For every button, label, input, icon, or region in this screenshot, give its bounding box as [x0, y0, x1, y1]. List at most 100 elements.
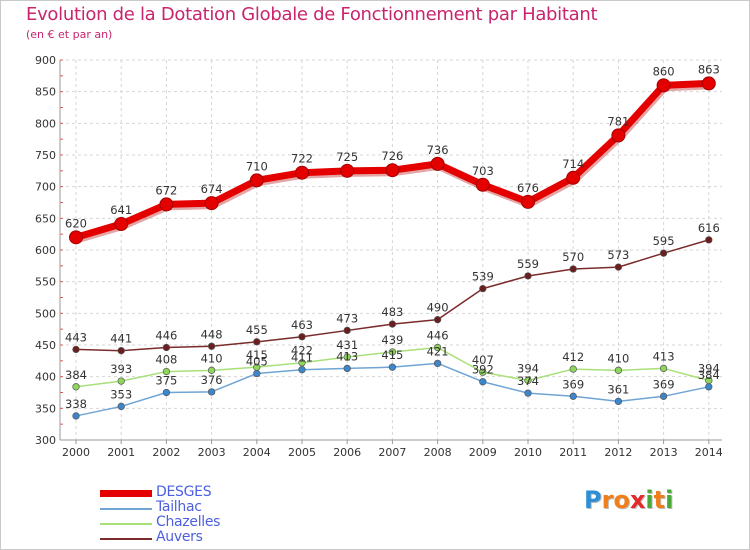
data-label-chazelles: 393 — [110, 362, 132, 376]
point-auvers — [479, 284, 487, 293]
data-label-desges: 714 — [562, 157, 584, 171]
legend-label: Auvers — [156, 529, 203, 545]
data-label-auvers: 616 — [698, 221, 720, 235]
y-tick-label: 700 — [35, 181, 56, 194]
data-label-tailhac: 375 — [155, 374, 177, 388]
point-desges — [114, 217, 129, 232]
logo-letter: o — [613, 486, 630, 514]
point-chazelles — [569, 365, 577, 373]
point-desges — [521, 194, 535, 209]
point-desges — [340, 163, 355, 178]
point-auvers — [569, 265, 577, 273]
data-label-desges: 860 — [653, 64, 675, 78]
data-label-auvers: 595 — [653, 234, 675, 248]
data-label-auvers: 483 — [381, 305, 403, 319]
y-tick-label: 300 — [35, 434, 56, 447]
y-tick-label: 900 — [35, 54, 56, 67]
data-label-chazelles: 446 — [427, 329, 449, 343]
point-auvers — [433, 316, 442, 324]
point-tailhac — [569, 392, 577, 400]
point-tailhac — [72, 412, 80, 420]
data-label-chazelles: 407 — [472, 353, 494, 367]
point-desges — [204, 196, 219, 211]
point-desges — [656, 78, 671, 93]
data-label-chazelles: 394 — [517, 361, 539, 375]
data-label-tailhac: 374 — [517, 374, 539, 388]
point-auvers — [659, 249, 668, 257]
point-auvers — [117, 347, 125, 355]
data-label-auvers: 443 — [65, 330, 87, 344]
data-label-auvers: 463 — [291, 318, 313, 332]
logo-letter: t — [653, 486, 666, 514]
point-auvers — [388, 320, 397, 328]
data-label-chazelles: 439 — [381, 333, 403, 347]
axes: 300 350 400 450 500 550 600 650 700 750 800 850 900 2… — [35, 54, 723, 459]
data-label-desges: 736 — [427, 143, 449, 157]
data-label-tailhac: 376 — [201, 373, 223, 387]
data-label-tailhac: 384 — [698, 368, 720, 382]
point-auvers — [343, 326, 351, 335]
legend-label: DESGES — [156, 484, 212, 500]
series-layer — [69, 76, 716, 420]
point-desges — [385, 163, 400, 178]
data-label-auvers: 473 — [336, 311, 358, 325]
point-tailhac — [298, 366, 306, 374]
point-tailhac — [343, 364, 351, 373]
data-label-desges: 676 — [517, 181, 539, 195]
point-chazelles — [253, 363, 261, 371]
y-tick-label: 800 — [35, 117, 56, 130]
point-tailhac — [524, 389, 532, 397]
point-tailhac — [207, 388, 216, 396]
logo-letter: i — [645, 486, 654, 514]
point-chazelles — [72, 383, 80, 391]
point-chazelles — [433, 343, 442, 352]
data-label-tailhac: 415 — [381, 348, 403, 362]
point-chazelles — [162, 367, 171, 376]
y-tick-label: 650 — [35, 212, 56, 225]
point-tailhac — [705, 383, 713, 391]
y-tick-label: 350 — [35, 402, 56, 415]
data-label-tailhac: 361 — [607, 382, 629, 396]
point-desges — [701, 76, 716, 91]
point-desges — [295, 165, 309, 180]
x-tick-label: 2007 — [378, 446, 406, 459]
legend-swatch — [100, 508, 152, 510]
point-auvers — [614, 263, 623, 271]
point-tailhac — [479, 378, 487, 386]
data-label-auvers: 455 — [246, 323, 268, 337]
data-label-auvers: 570 — [562, 250, 584, 264]
point-tailhac — [659, 392, 668, 400]
legend-label: Chazelles — [156, 514, 221, 530]
point-desges — [611, 128, 626, 143]
data-label-chazelles: 410 — [607, 351, 629, 365]
point-chazelles — [524, 376, 532, 385]
data-label-tailhac: 369 — [562, 377, 584, 391]
y-tick-label: 450 — [35, 339, 56, 352]
point-tailhac — [388, 363, 397, 371]
data-label-auvers: 573 — [607, 248, 629, 262]
data-label-tailhac: 421 — [427, 344, 449, 358]
legend-swatch — [100, 490, 152, 497]
data-labels: 338 353 375 376 405 411 413 415 421 392 374 369 361 3… — [65, 62, 720, 410]
point-desges — [69, 230, 83, 245]
y-tick-label: 600 — [35, 244, 56, 257]
data-label-chazelles: 422 — [291, 344, 313, 358]
data-label-auvers: 446 — [155, 329, 177, 343]
y-tick-label: 400 — [35, 371, 56, 384]
point-tailhac — [433, 359, 442, 368]
data-label-tailhac: 353 — [110, 387, 132, 401]
x-tick-label: 2014 — [695, 446, 723, 459]
data-label-tailhac: 411 — [291, 351, 313, 365]
x-tick-label: 2009 — [469, 446, 497, 459]
data-label-auvers: 448 — [201, 327, 223, 341]
point-chazelles — [614, 366, 623, 374]
grid — [60, 59, 722, 441]
logo-letter: r — [601, 486, 614, 514]
point-auvers — [162, 343, 171, 352]
point-chazelles — [298, 359, 306, 367]
data-label-desges: 726 — [381, 149, 403, 163]
point-chazelles — [659, 364, 668, 373]
data-label-chazelles: 384 — [65, 368, 87, 382]
point-desges — [159, 197, 174, 212]
